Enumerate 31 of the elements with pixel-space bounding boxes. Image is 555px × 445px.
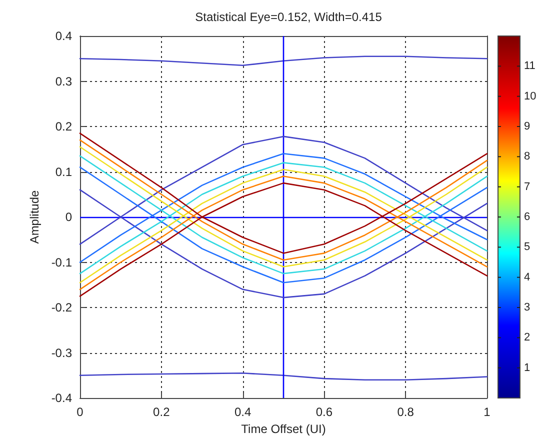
x-tick-label: 0.4 <box>234 405 252 419</box>
color-bar-label: 6 <box>524 211 530 223</box>
chart-title: Statistical Eye=0.152, Width=0.415 <box>195 10 382 24</box>
color-bar-label: 3 <box>524 302 530 314</box>
x-tick-label: 0.8 <box>397 405 414 419</box>
color-bar-label: 7 <box>524 180 530 193</box>
line-series <box>79 372 488 381</box>
y-tick-label: 0.4 <box>55 29 72 43</box>
y-tick-label: 0.3 <box>55 74 72 88</box>
color-bar-label: 11 <box>524 60 536 72</box>
x-tick-label: 0 <box>76 405 84 419</box>
color-bar-label: 10 <box>524 90 536 102</box>
color-bar-label: 9 <box>524 120 530 132</box>
y-axis-title: Amplitude <box>27 190 42 244</box>
y-tick-label: 0 <box>65 210 72 224</box>
color-bar-label: 8 <box>524 150 530 163</box>
color-bar-label: 2 <box>524 332 530 344</box>
y-tick-label: -0.1 <box>51 255 72 270</box>
x-tick-label: 1 <box>484 405 491 419</box>
line-series <box>79 56 488 66</box>
y-tick-label: -0.2 <box>51 300 72 314</box>
color-bar-label: 5 <box>524 241 530 254</box>
y-tick-label: -0.4 <box>51 391 72 405</box>
color-bar-label: 1 <box>524 362 530 374</box>
y-tick-label: -0.3 <box>51 346 72 360</box>
x-tick-label: 0.2 <box>153 405 170 419</box>
x-tick-label: 0.6 <box>316 405 333 419</box>
color-bar-label: 4 <box>524 271 530 284</box>
y-tick-label: 0.2 <box>55 120 72 134</box>
y-tick-label: 0.1 <box>55 164 72 179</box>
x-axis-title: Time Offset (UI) <box>241 422 326 436</box>
